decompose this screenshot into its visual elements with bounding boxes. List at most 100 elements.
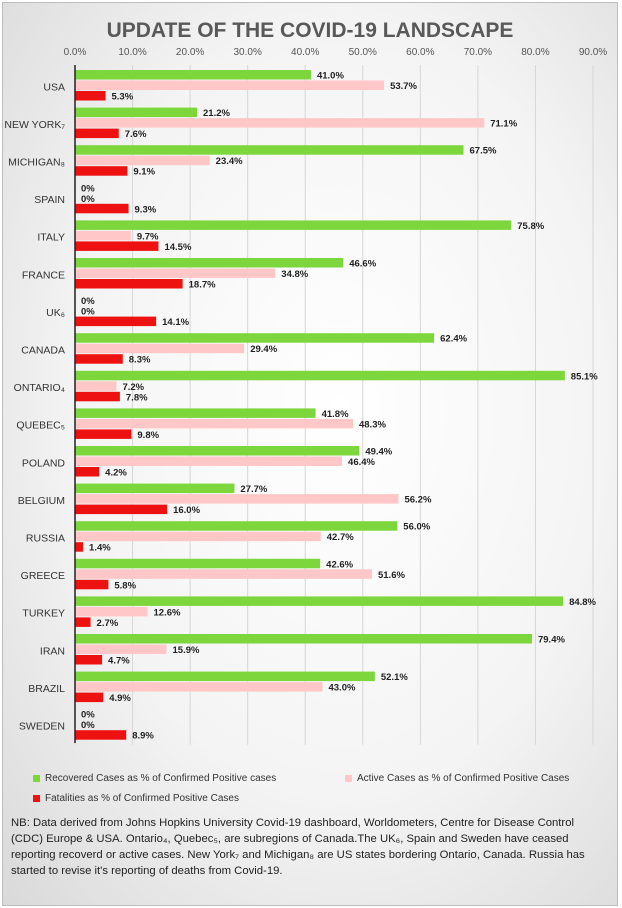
- bar: [75, 671, 375, 682]
- data-label: 42.6%: [326, 559, 353, 570]
- bar: [75, 145, 464, 155]
- bar: [75, 268, 276, 278]
- bar: [75, 521, 398, 531]
- data-label: 5.8%: [114, 580, 136, 591]
- data-label: 12.6%: [154, 607, 181, 618]
- bar: [75, 80, 385, 90]
- x-tick-label: 70.0%: [464, 47, 492, 58]
- legend-item-fatalities: Fatalities as % of Confirmed Positive Ca…: [33, 793, 239, 804]
- legend-item-recovered: Recovered Cases as % of Confirmed Positi…: [33, 773, 276, 784]
- data-label: 0%: [81, 307, 95, 318]
- category-label: ITALY: [37, 232, 65, 244]
- bar: [75, 370, 565, 381]
- bar: [75, 429, 132, 439]
- data-label: 4.7%: [108, 656, 130, 667]
- bar: [75, 692, 104, 703]
- bar: [75, 128, 119, 139]
- category-label: BRAZIL: [28, 683, 65, 695]
- bar: [75, 70, 311, 80]
- data-label: 56.0%: [403, 522, 430, 533]
- data-label: 84.8%: [569, 597, 596, 608]
- data-label: 5.3%: [112, 92, 134, 103]
- x-tick-label: 30.0%: [233, 47, 261, 58]
- x-tick-label: 40.0%: [291, 47, 319, 58]
- data-label: 7.2%: [122, 382, 144, 393]
- data-label: 21.2%: [203, 108, 230, 119]
- x-tick-label: 60.0%: [406, 47, 434, 58]
- category-label: USA: [43, 81, 65, 93]
- category-label: CANADA: [21, 344, 65, 356]
- category-labels: USA NEW YORK₇ MICHIGAN₈ SPAIN ITALY FRANCE UK₆…: [4, 81, 65, 732]
- bar: [75, 596, 564, 606]
- category-label: FRANCE: [22, 269, 65, 281]
- bar: [75, 333, 435, 343]
- bar: [75, 504, 168, 515]
- bar: [75, 316, 157, 327]
- gridlines: [74, 65, 594, 745]
- category-label: NEW YORK₇: [4, 119, 65, 131]
- data-label: 62.4%: [440, 334, 467, 345]
- category-label: RUSSIA: [26, 532, 65, 544]
- data-label: 16.0%: [173, 505, 200, 516]
- legend-swatch-fatalities: [33, 795, 40, 802]
- legend-label-recovered: Recovered Cases as % of Confirmed Positi…: [45, 773, 277, 784]
- data-label: 41.8%: [322, 409, 349, 420]
- data-label: 27.7%: [240, 484, 267, 495]
- x-tick-label: 10.0%: [118, 47, 146, 58]
- data-label: 18.7%: [189, 280, 216, 291]
- footnote: NB: Data derived from Johns Hopkins Univ…: [11, 817, 585, 877]
- data-label: 14.1%: [162, 317, 189, 328]
- bar: [75, 343, 245, 354]
- chart-title: UPDATE OF THE COVID-19 LANDSCAPE: [107, 19, 514, 42]
- bars: [75, 70, 565, 740]
- x-tick-label: 0.0%: [64, 47, 87, 58]
- data-label: 4.2%: [105, 468, 127, 479]
- data-label: 29.4%: [250, 344, 277, 355]
- bar: [75, 644, 167, 654]
- bar: [75, 118, 485, 128]
- data-label: 46.4%: [348, 457, 375, 468]
- data-label: 46.6%: [349, 259, 376, 270]
- bar: [75, 220, 512, 230]
- category-label: SPAIN: [34, 194, 65, 206]
- data-label: 71.1%: [490, 119, 517, 130]
- data-label: 0%: [81, 710, 95, 721]
- data-label: 9.7%: [137, 231, 159, 242]
- bar: [75, 483, 235, 494]
- bar: [75, 381, 117, 391]
- bar: [75, 579, 109, 590]
- bar: [75, 730, 127, 740]
- data-label: 23.4%: [216, 156, 243, 167]
- data-label: 4.9%: [109, 693, 131, 704]
- data-label: 2.7%: [97, 618, 119, 629]
- data-label: 41.0%: [317, 71, 344, 82]
- legend-swatch-recovered: [33, 775, 40, 782]
- x-axis-ticks: 0.0% 10.0% 20.0% 30.0% 40.0% 50.0% 60.0% 70.0% 8…: [64, 47, 608, 58]
- bar: [75, 569, 372, 579]
- data-label: 75.8%: [517, 221, 544, 232]
- x-tick-label: 50.0%: [349, 47, 377, 58]
- data-label: 9.1%: [133, 167, 155, 178]
- data-label: 7.8%: [126, 392, 148, 403]
- legend-swatch-active: [345, 775, 352, 782]
- category-label: QUEBEC₅: [16, 420, 65, 432]
- data-label: 42.7%: [327, 532, 354, 543]
- legend-label-fatalities: Fatalities as % of Confirmed Positive Ca…: [45, 793, 239, 804]
- data-label: 85.1%: [571, 371, 598, 382]
- x-tick-label: 20.0%: [176, 47, 204, 58]
- data-label: 51.6%: [378, 570, 405, 581]
- bar: [75, 494, 399, 504]
- bar: [75, 682, 323, 692]
- data-label: 52.1%: [381, 672, 408, 683]
- data-label: 9.8%: [137, 430, 159, 441]
- data-label: 0%: [81, 720, 95, 731]
- data-label: 8.3%: [129, 355, 151, 366]
- legend: Recovered Cases as % of Confirmed Positi…: [3, 763, 617, 813]
- category-label: MICHIGAN₈: [8, 156, 65, 168]
- bar-chart: UPDATE OF THE COVID-19 LANDSCAPE 0.0% 10.…: [4, 19, 608, 745]
- bar: [75, 258, 344, 268]
- data-label: 7.6%: [125, 129, 147, 140]
- bar: [75, 634, 532, 644]
- legend-item-active: Active Cases as % of Confirmed Positive …: [345, 773, 569, 784]
